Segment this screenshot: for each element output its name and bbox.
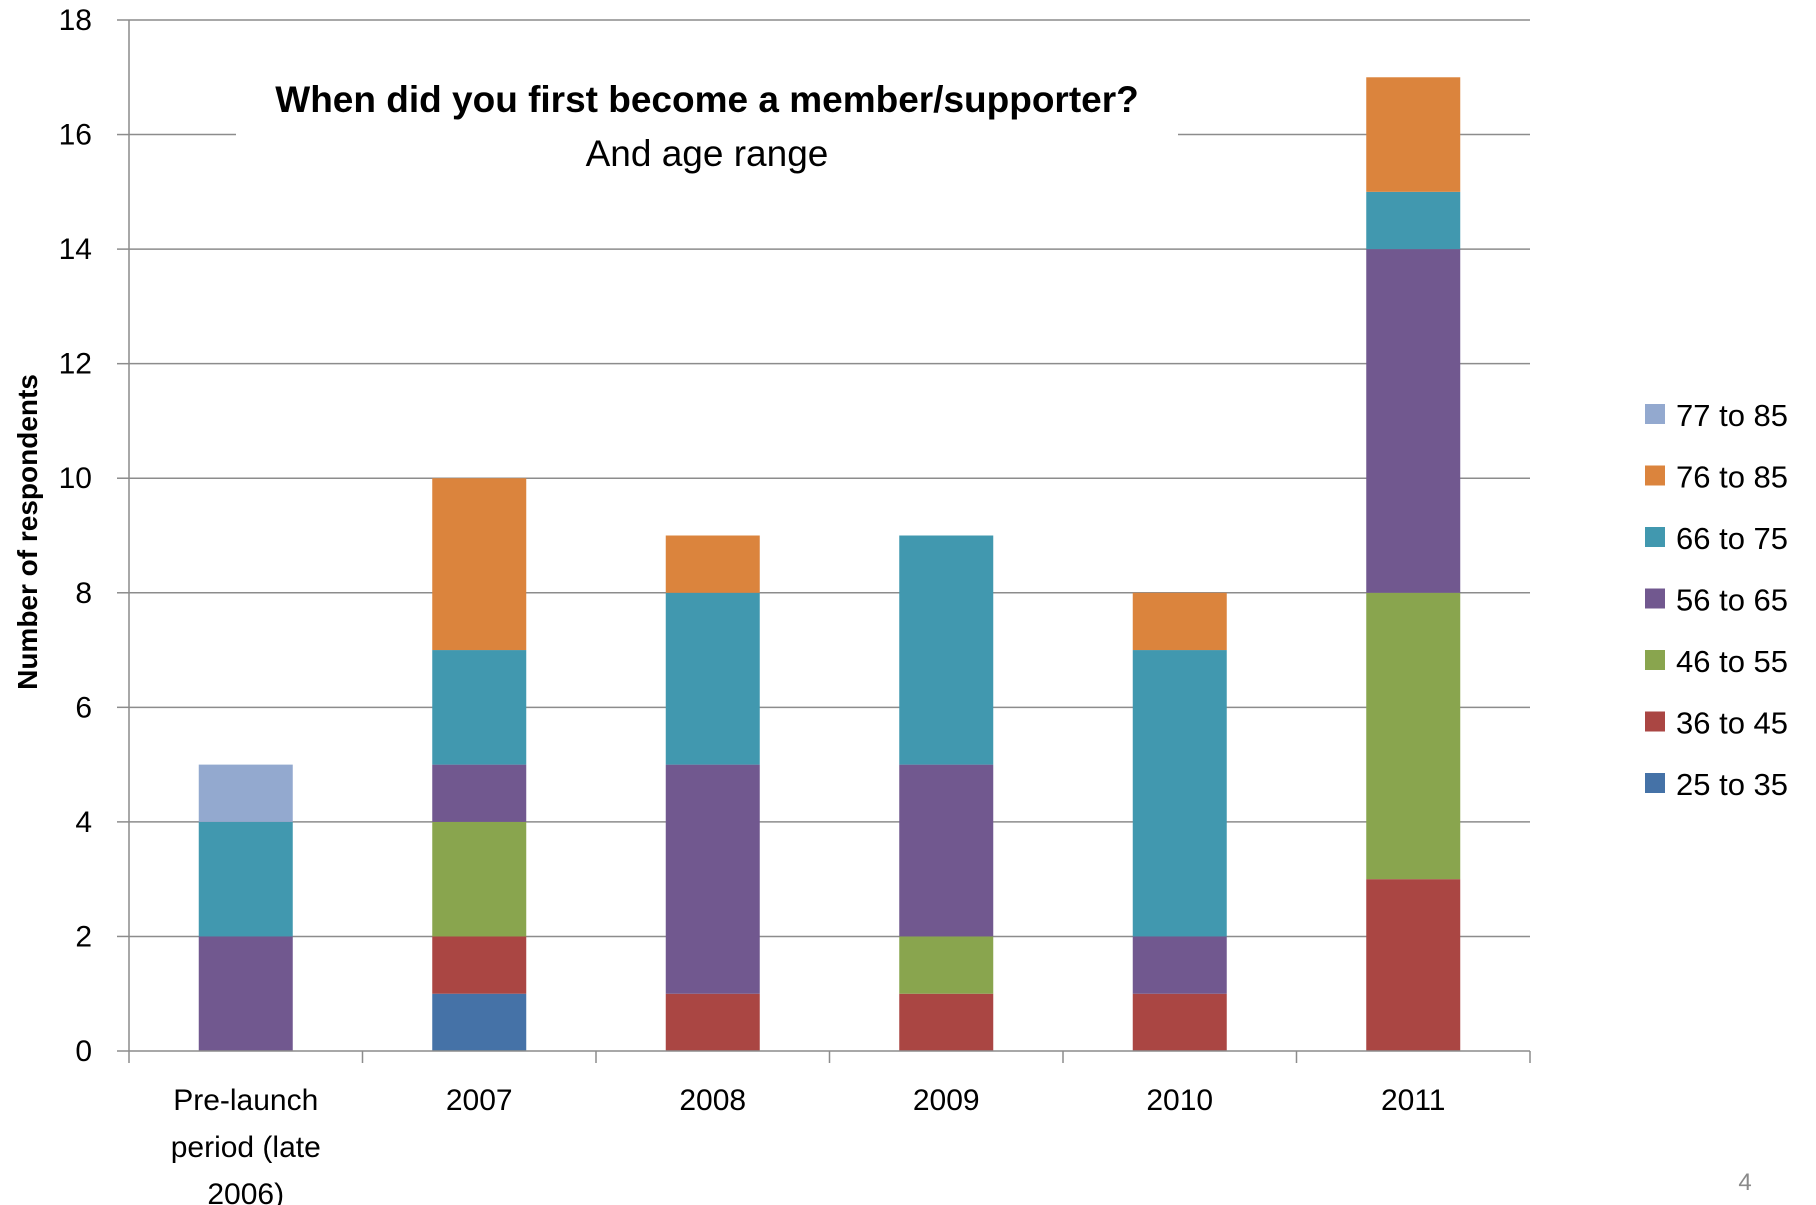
- bar-segment: [432, 993, 527, 1051]
- bars: [198, 77, 1461, 1051]
- bar-segment: [198, 821, 293, 937]
- y-tick-label: 16: [59, 119, 92, 152]
- legend-label: 56 to 65: [1676, 583, 1788, 618]
- legend-label: 76 to 85: [1676, 460, 1788, 495]
- y-tick-labels: 0 2 4 6 8 10 12 14 16 18: [59, 4, 92, 1068]
- bar-segment: [1366, 77, 1461, 192]
- bar-segment: [899, 535, 994, 765]
- x-category-label: 2010: [1146, 1084, 1213, 1117]
- legend-swatch: [1645, 773, 1665, 793]
- y-tick-label: 10: [59, 462, 92, 495]
- y-tick-label: 6: [75, 691, 92, 724]
- legend-swatch: [1645, 650, 1665, 670]
- legend: 77 to 85 76 to 85 66 to 75 56 to 65 46 to 55…: [1645, 398, 1788, 802]
- y-tick-label: 2: [75, 920, 92, 953]
- bar-segment: [899, 993, 994, 1051]
- bar-segment: [665, 993, 760, 1051]
- bar-segment: [1366, 879, 1461, 1051]
- legend-swatch: [1645, 404, 1665, 424]
- x-category-labels: Pre-launch period (late 2006) 2007 2008 2009 2…: [171, 1084, 1446, 1205]
- x-category-label: Pre-launch period (late 2006): [171, 1084, 321, 1205]
- bar-segment: [198, 936, 293, 1051]
- title-background: [236, 74, 1178, 194]
- y-tick-label: 14: [59, 233, 92, 266]
- bar-segment: [899, 936, 994, 994]
- bar-segment: [665, 592, 760, 765]
- legend-item: 77 to 85: [1645, 398, 1788, 433]
- legend-label: 46 to 55: [1676, 644, 1788, 679]
- x-category-label: 2008: [679, 1084, 746, 1117]
- bar-segment: [1366, 249, 1461, 593]
- bar-segment: [1366, 191, 1461, 250]
- chart-subtitle: And age range: [586, 133, 829, 174]
- bar-segment: [432, 821, 527, 937]
- bar-segment: [1132, 936, 1227, 994]
- y-tick-label: 8: [75, 577, 92, 610]
- bar-segment: [1132, 993, 1227, 1051]
- legend-item: 56 to 65: [1645, 583, 1788, 618]
- axes: [117, 19, 1531, 1063]
- bar-segment: [665, 535, 760, 593]
- y-tick-label: 0: [75, 1035, 92, 1068]
- legend-label: 36 to 45: [1676, 706, 1788, 741]
- y-tick-label: 18: [59, 4, 92, 37]
- bar-segment: [1132, 592, 1227, 651]
- y-axis-title: Number of respondents: [12, 374, 43, 690]
- bar-segment: [432, 650, 527, 765]
- legend-label: 77 to 85: [1676, 398, 1788, 433]
- legend-swatch: [1645, 711, 1665, 732]
- bar-segment: [198, 764, 293, 822]
- legend-item: 25 to 35: [1645, 767, 1788, 802]
- legend-swatch: [1645, 527, 1665, 547]
- chart-title: When did you first become a member/suppo…: [275, 79, 1138, 120]
- title-box: When did you first become a member/suppo…: [236, 74, 1178, 194]
- legend-item: 36 to 45: [1645, 706, 1788, 741]
- legend-swatch: [1645, 465, 1665, 486]
- gridlines: [129, 19, 1530, 938]
- legend-swatch: [1645, 588, 1665, 609]
- bar-segment: [432, 764, 527, 822]
- x-category-label: 2009: [913, 1084, 980, 1117]
- y-tick-label: 12: [59, 348, 92, 381]
- legend-label: 66 to 75: [1676, 521, 1788, 556]
- bar-segment: [899, 764, 994, 937]
- bar-segment: [432, 478, 527, 651]
- legend-item: 66 to 75: [1645, 521, 1788, 556]
- x-category-label: 2011: [1381, 1084, 1446, 1117]
- legend-label: 25 to 35: [1676, 767, 1788, 802]
- legend-item: 76 to 85: [1645, 460, 1788, 495]
- x-category-label: 2007: [446, 1084, 513, 1117]
- bar-segment: [432, 936, 527, 994]
- legend-item: 46 to 55: [1645, 644, 1788, 679]
- bar-segment: [665, 764, 760, 994]
- y-tick-label: 4: [75, 806, 92, 839]
- bar-segment: [1132, 650, 1227, 937]
- page-number: 4: [1738, 1169, 1751, 1196]
- bar-segment: [1366, 592, 1461, 880]
